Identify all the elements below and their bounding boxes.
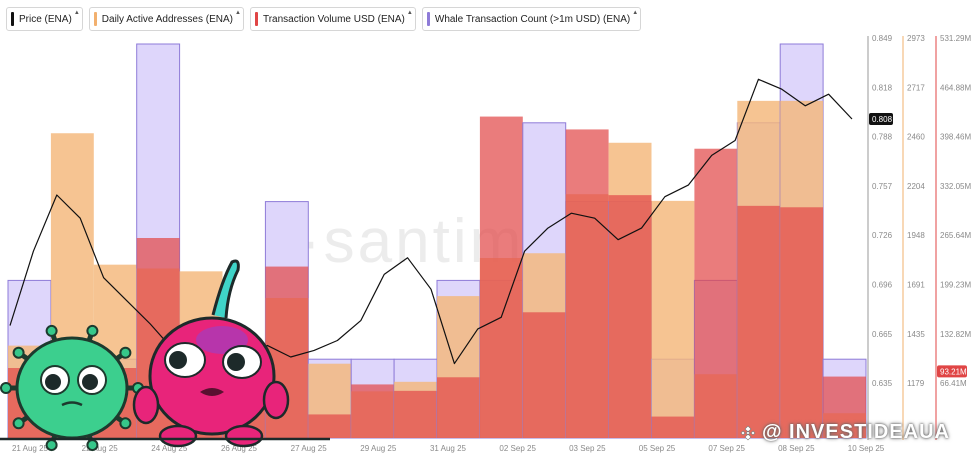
active-addresses-tick-label: 2460 xyxy=(907,133,925,142)
binance-icon xyxy=(740,425,756,440)
volume-bar xyxy=(479,116,523,439)
virus-spike-tip xyxy=(119,417,132,430)
active-addresses-tick-label: 1435 xyxy=(907,330,925,339)
legend-toggle-icon: ▲ xyxy=(235,10,241,16)
legend-swatch xyxy=(426,12,430,26)
x-tick-label: 26 Aug 25 xyxy=(221,444,258,453)
current-volume-badge xyxy=(937,365,967,378)
volume-tick-label: 66.41M xyxy=(940,379,967,388)
volume-bar xyxy=(608,195,652,438)
virus-spike-tip xyxy=(119,346,132,359)
volume-tick-label: 132.82M xyxy=(940,330,971,339)
legend-label: Transaction Volume USD (ENA) xyxy=(262,13,405,25)
legend-label: Whale Transaction Count (>1m USD) (ENA) xyxy=(434,13,631,25)
cherry-pupil-left xyxy=(169,351,187,369)
legend-item-0[interactable]: Price (ENA) ▲ xyxy=(6,7,83,31)
x-tick-label: 27 Aug 25 xyxy=(291,444,328,453)
legend-toggle-icon: ▲ xyxy=(73,10,80,16)
x-tick-label: 02 Sep 25 xyxy=(499,444,536,453)
active-addresses-tick-label: 2717 xyxy=(907,83,925,92)
x-tick-label: 07 Sep 25 xyxy=(708,444,745,453)
volume-tick-label: 531.29M xyxy=(940,34,971,43)
cherry-stem xyxy=(211,259,240,319)
volume-bar xyxy=(823,376,866,438)
price-tick-label: 0.818 xyxy=(872,83,893,92)
volume-tick-label: 398.46M xyxy=(940,133,971,142)
volume-bar xyxy=(651,416,695,438)
volume-bar xyxy=(308,414,352,438)
volume-bar xyxy=(694,148,738,438)
active-addresses-tick-label: 1179 xyxy=(907,379,925,388)
current-price-badge xyxy=(869,112,893,125)
price-tick-label: 0.788 xyxy=(872,133,893,142)
x-tick-label: 31 Aug 25 xyxy=(430,444,467,453)
legend-swatch xyxy=(93,12,97,26)
virus-spike-tip xyxy=(45,439,58,452)
virus-spike-tip xyxy=(12,417,25,430)
price-tick-label: 0.696 xyxy=(872,281,893,290)
active-addresses-tick-label: 1948 xyxy=(907,231,925,240)
price-tick-label: 0.635 xyxy=(872,379,893,388)
credit-text: @ INVESTIDEAUA xyxy=(762,421,950,443)
price-tick-label: 0.757 xyxy=(872,182,893,191)
x-tick-label: 21 Aug 25 xyxy=(12,444,49,453)
cherry-foot-left xyxy=(158,424,198,448)
price-tick-label: 0.726 xyxy=(872,231,893,240)
x-tick-label: 22 Aug 25 xyxy=(82,444,119,453)
x-tick-label: 29 Aug 25 xyxy=(360,444,397,453)
virus-mouth xyxy=(61,401,83,407)
price-tick-label: 0.665 xyxy=(872,330,893,339)
x-tick-label: 08 Sep 25 xyxy=(778,444,815,453)
volume-bar xyxy=(351,384,395,438)
legend-toggle-icon: ▲ xyxy=(632,10,639,16)
virus-pupil-right xyxy=(82,374,98,390)
volume-bar xyxy=(522,312,566,438)
current-price-value: 0.808 xyxy=(872,115,893,124)
legend-swatch xyxy=(254,12,258,26)
volume-bar xyxy=(437,377,480,438)
legend-label: Daily Active Addresses (ENA) xyxy=(101,13,233,25)
x-tick-label: 10 Sep 25 xyxy=(848,444,885,453)
virus-pupil-left xyxy=(45,374,61,390)
x-tick-label: 03 Sep 25 xyxy=(569,444,606,453)
cherry-arm-left xyxy=(132,385,160,425)
cherry-pupil-right xyxy=(227,353,245,371)
cherry-mascot-icon xyxy=(132,259,290,448)
cherry-arm-right xyxy=(262,380,290,420)
legend-item-2[interactable]: Transaction Volume USD (ENA) ▲ xyxy=(249,7,416,31)
volume-tick-label: 464.88M xyxy=(940,83,971,92)
volume-bar xyxy=(565,129,609,438)
legend-item-3[interactable]: Whale Transaction Count (>1m USD) (ENA) ▲ xyxy=(421,7,642,31)
active-addresses-tick-label: 2973 xyxy=(907,34,925,43)
volume-bar xyxy=(394,390,437,438)
active-addresses-bar xyxy=(651,200,695,438)
volume-bar xyxy=(737,205,781,438)
cherry-mouth xyxy=(200,388,224,396)
price-tick-label: 0.849 xyxy=(872,34,893,43)
legend-swatch xyxy=(11,12,14,26)
active-addresses-tick-label: 1691 xyxy=(907,281,925,290)
volume-tick-label: 199.23M xyxy=(940,281,971,290)
legend-label: Price (ENA) xyxy=(19,13,72,25)
legend-toggle-icon: ▲ xyxy=(406,10,413,16)
virus-spike-tip xyxy=(86,439,99,452)
legend: Price (ENA) ▲ Daily Active Addresses (ENA)… xyxy=(6,7,642,31)
x-tick-label: 24 Aug 25 xyxy=(151,444,188,453)
x-tick-label: 05 Sep 25 xyxy=(639,444,676,453)
volume-tick-label: 265.64M xyxy=(940,231,971,240)
virus-spike-tip xyxy=(12,346,25,359)
price-line xyxy=(9,78,853,388)
virus-spike-tip xyxy=(45,324,58,337)
legend-item-1[interactable]: Daily Active Addresses (ENA) ▲ xyxy=(88,7,244,31)
volume-tick-label: 332.05M xyxy=(940,182,971,191)
virus-spike-tip xyxy=(86,324,99,337)
virus-body xyxy=(15,336,129,440)
credit-watermark: @ INVESTIDEAUA xyxy=(740,421,950,444)
virus-spike-tip xyxy=(0,382,12,394)
active-addresses-tick-label: 2204 xyxy=(907,182,925,191)
cherry-foot-right xyxy=(224,424,264,448)
volume-bar xyxy=(780,207,824,438)
current-volume-value: 93.21M xyxy=(940,367,967,376)
